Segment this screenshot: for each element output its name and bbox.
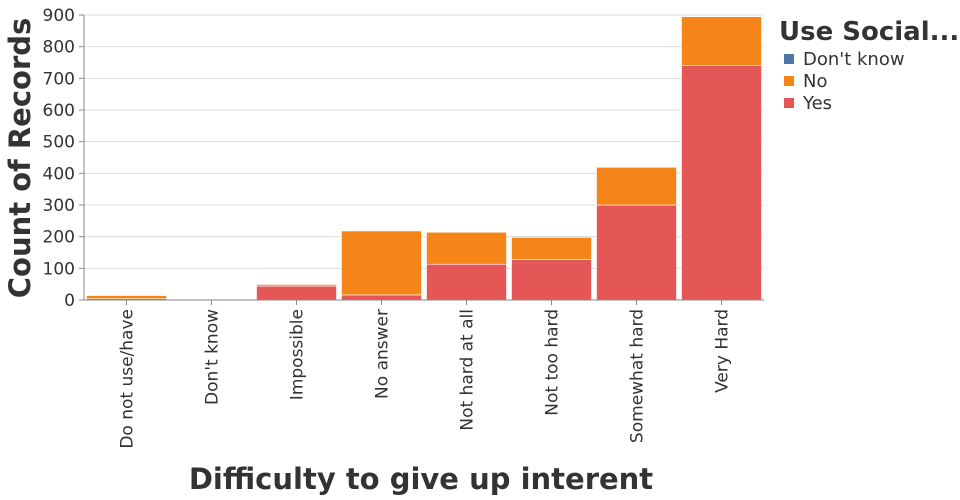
y-axis-title: Count of Records [3, 18, 37, 299]
y-tick-label: 300 [43, 196, 75, 216]
legend-label: No [803, 71, 827, 92]
gridlines [84, 14, 764, 301]
bar-segment-yes [511, 259, 592, 301]
bar-segment-yes [256, 285, 337, 301]
bar-segment-yes [341, 294, 422, 301]
bar-segment-yes [681, 65, 762, 301]
legend-swatch [784, 54, 794, 64]
x-tick-label: Do not use/have [118, 309, 138, 449]
y-tick-label: 800 [43, 38, 75, 58]
y-tick-label: 500 [43, 133, 75, 153]
legend-label: Yes [802, 93, 832, 114]
x-tick-label: Don't know [203, 309, 223, 405]
bar-segment-no [596, 167, 677, 206]
bar-segment-no [341, 230, 422, 296]
legend-swatch [784, 98, 794, 108]
x-tick-label: Not hard at all [458, 309, 478, 431]
y-tick-label: 400 [43, 164, 75, 184]
legend-title: Use Social... [779, 17, 959, 47]
x-tick-label: Not too hard [543, 309, 563, 416]
y-tick-label: 200 [43, 228, 75, 248]
axes: 0 100 200 300 400 500 600 700 800 900 Do not use/h… [43, 6, 764, 449]
x-tick-label: Somewhat hard [628, 309, 648, 443]
y-tick-label: 0 [64, 291, 75, 311]
x-tick-label: Impossible [288, 309, 308, 400]
y-tick-label: 900 [43, 6, 75, 26]
bar-segment-yes [596, 204, 677, 301]
bar-segment-no [426, 231, 507, 265]
x-axis-title: Difficulty to give up interent [189, 462, 653, 496]
y-tick-label: 100 [43, 259, 75, 279]
x-tick-label: Very Hard [713, 309, 733, 393]
bar-segment-yes [426, 263, 507, 301]
bar-segment-no [681, 16, 762, 66]
bar-segment-no [256, 284, 337, 287]
y-tick-label: 700 [43, 69, 75, 89]
bar-segment-no [511, 237, 592, 260]
bars [86, 15, 762, 301]
y-tick-label: 600 [43, 101, 75, 121]
bar-segment-no [86, 295, 167, 300]
legend-swatch [784, 76, 794, 86]
x-tick-label: No answer [373, 309, 393, 399]
legend-label: Don't know [803, 49, 905, 70]
